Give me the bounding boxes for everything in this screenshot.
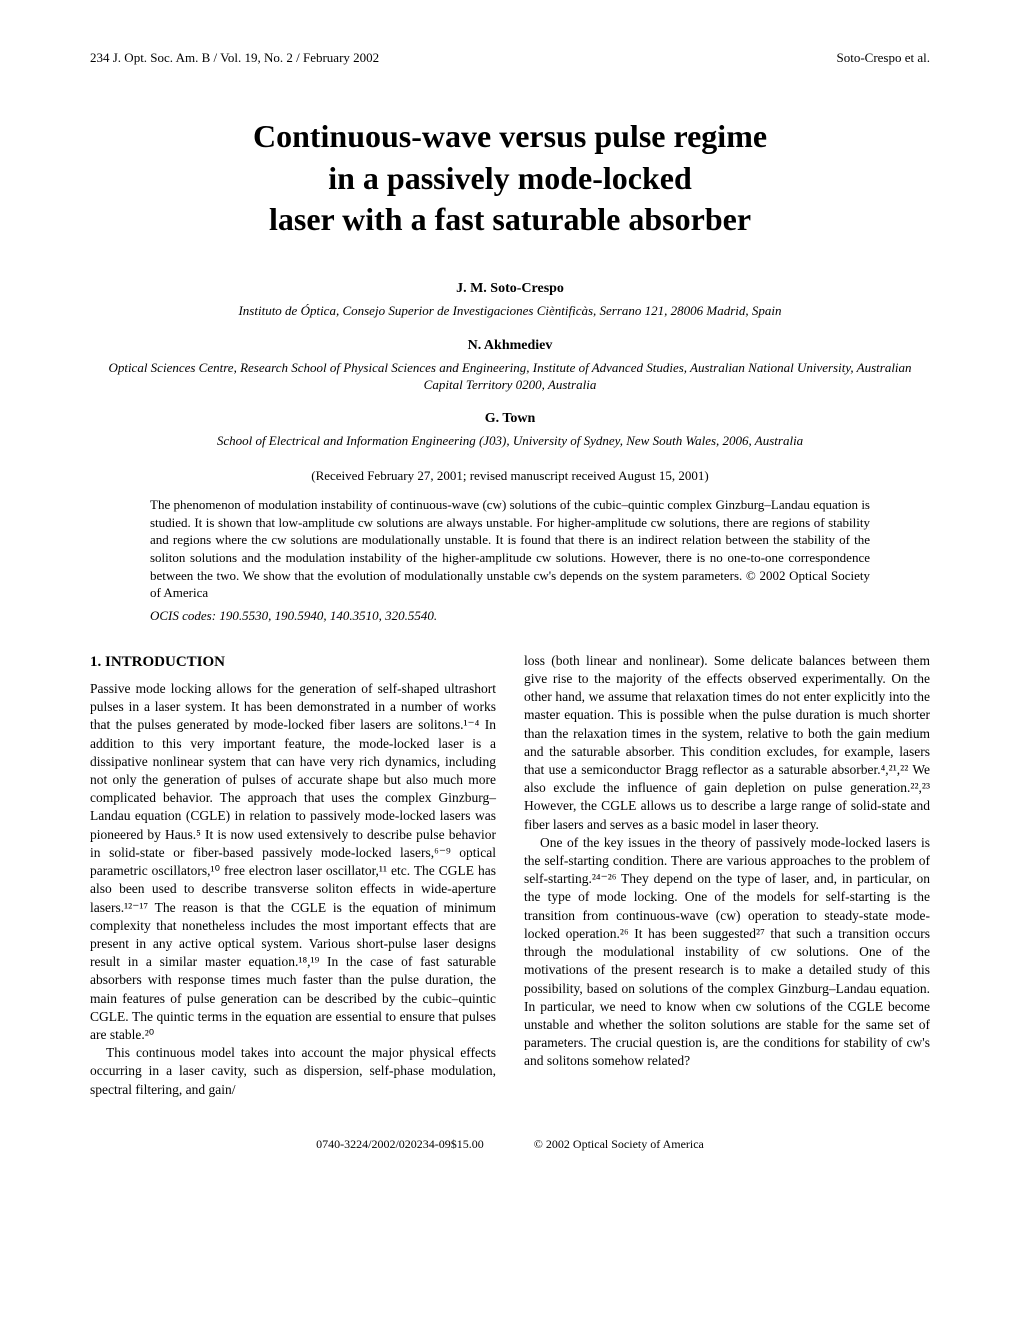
title-line-1: Continuous-wave versus pulse regime (90, 116, 930, 158)
author-3-name: G. Town (90, 411, 930, 427)
page-footer: 0740-3224/2002/020234-09$15.00 © 2002 Op… (90, 1137, 930, 1152)
article-title: Continuous-wave versus pulse regime in a… (90, 116, 930, 241)
author-1-affiliation: Instituto de Óptica, Consejo Superior de… (90, 303, 930, 320)
abstract-text: The phenomenon of modulation instability… (150, 496, 870, 601)
section-heading-introduction: 1. INTRODUCTION (90, 652, 496, 672)
right-paragraph-1: loss (both linear and nonlinear). Some d… (524, 652, 930, 834)
left-column: 1. INTRODUCTION Passive mode locking all… (90, 652, 496, 1099)
author-3-affiliation: School of Electrical and Information Eng… (90, 433, 930, 450)
header-left: 234 J. Opt. Soc. Am. B / Vol. 19, No. 2 … (90, 50, 379, 66)
footer-right: © 2002 Optical Society of America (534, 1137, 704, 1152)
right-column: loss (both linear and nonlinear). Some d… (524, 652, 930, 1099)
author-2-name: N. Akhmediev (90, 338, 930, 354)
author-2-affiliation: Optical Sciences Centre, Research School… (90, 360, 930, 394)
header-right: Soto-Crespo et al. (836, 50, 930, 66)
ocis-codes: OCIS codes: 190.5530, 190.5940, 140.3510… (150, 608, 870, 624)
author-1-name: J. M. Soto-Crespo (90, 281, 930, 297)
footer-left: 0740-3224/2002/020234-09$15.00 (316, 1137, 484, 1152)
left-paragraph-2: This continuous model takes into account… (90, 1044, 496, 1099)
right-paragraph-2: One of the key issues in the theory of p… (524, 834, 930, 1071)
page-header: 234 J. Opt. Soc. Am. B / Vol. 19, No. 2 … (90, 50, 930, 66)
received-date: (Received February 27, 2001; revised man… (90, 468, 930, 484)
body-columns: 1. INTRODUCTION Passive mode locking all… (90, 652, 930, 1099)
title-line-2: in a passively mode-locked (90, 158, 930, 200)
title-line-3: laser with a fast saturable absorber (90, 199, 930, 241)
left-paragraph-1: Passive mode locking allows for the gene… (90, 680, 496, 1044)
